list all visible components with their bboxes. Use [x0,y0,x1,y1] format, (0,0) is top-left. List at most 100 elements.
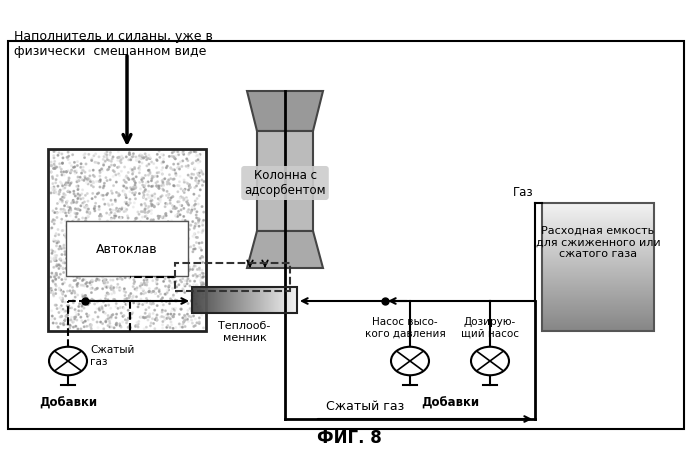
Point [161,291,172,298]
Point [194,286,206,294]
Point [124,151,135,158]
Point [76,263,87,270]
Point [160,210,171,217]
Point [49,315,60,322]
Point [61,181,72,189]
Point [121,172,132,180]
Point [87,278,98,285]
Point [193,177,204,185]
Bar [175,263,290,291]
Point [157,308,168,316]
Point [175,305,187,312]
Point [179,316,190,324]
Point [185,282,196,290]
Point [192,303,203,311]
Point [86,289,97,296]
Point [125,223,136,230]
Point [99,241,110,248]
Point [69,250,80,258]
Point [55,195,66,203]
Point [121,200,132,207]
Point [80,217,92,224]
Point [45,168,57,176]
Point [185,209,196,217]
Point [178,238,189,246]
Point [49,162,60,170]
Point [194,303,206,310]
Point [69,170,80,177]
Point [152,256,164,263]
Point [140,205,151,213]
Point [89,230,101,237]
Point [57,290,69,298]
Point [141,281,152,289]
Point [102,219,113,227]
Point [100,317,111,325]
Point [156,313,167,320]
Point [150,290,161,297]
Point [169,243,180,251]
Point [113,250,124,257]
Point [166,153,178,160]
Point [127,154,138,161]
Point [73,254,85,261]
Point [159,257,171,264]
Point [46,285,57,292]
Point [82,283,93,290]
Point [57,298,68,305]
Point [124,199,136,207]
Point [100,233,111,241]
Point [179,235,190,242]
Point [52,152,64,159]
Point [84,255,95,263]
Point [108,182,119,189]
Point [142,191,153,198]
Point [122,214,134,222]
Point [180,282,191,290]
Point [145,297,156,305]
Point [73,230,84,238]
Point [184,184,195,191]
Point [183,313,194,320]
Point [49,209,60,216]
Point [166,217,178,225]
Point [79,154,90,161]
Point [159,241,170,248]
Point [136,202,147,209]
Point [189,165,201,172]
Point [71,248,82,255]
Point [143,288,154,296]
Point [124,188,136,195]
Point [149,271,160,278]
Point [172,213,183,220]
Point [48,189,59,196]
Point [145,155,156,162]
Point [189,230,201,237]
Point [193,201,204,208]
Point [129,229,140,236]
Point [80,175,91,182]
Point [109,212,120,219]
Point [178,233,189,241]
Point [150,262,161,269]
Point [137,286,148,293]
Point [177,314,188,322]
Point [132,229,143,236]
Point [87,296,98,303]
Point [154,213,165,220]
Point [160,237,171,245]
Point [75,233,86,240]
Point [145,319,157,327]
Point [90,277,101,284]
Point [92,230,103,237]
Point [151,164,162,171]
Point [194,223,205,230]
Point [186,316,197,324]
Point [139,281,150,289]
Point [75,249,87,256]
Point [68,287,79,295]
Point [82,313,93,320]
Point [86,227,97,234]
Point [80,276,91,284]
Point [182,300,194,307]
